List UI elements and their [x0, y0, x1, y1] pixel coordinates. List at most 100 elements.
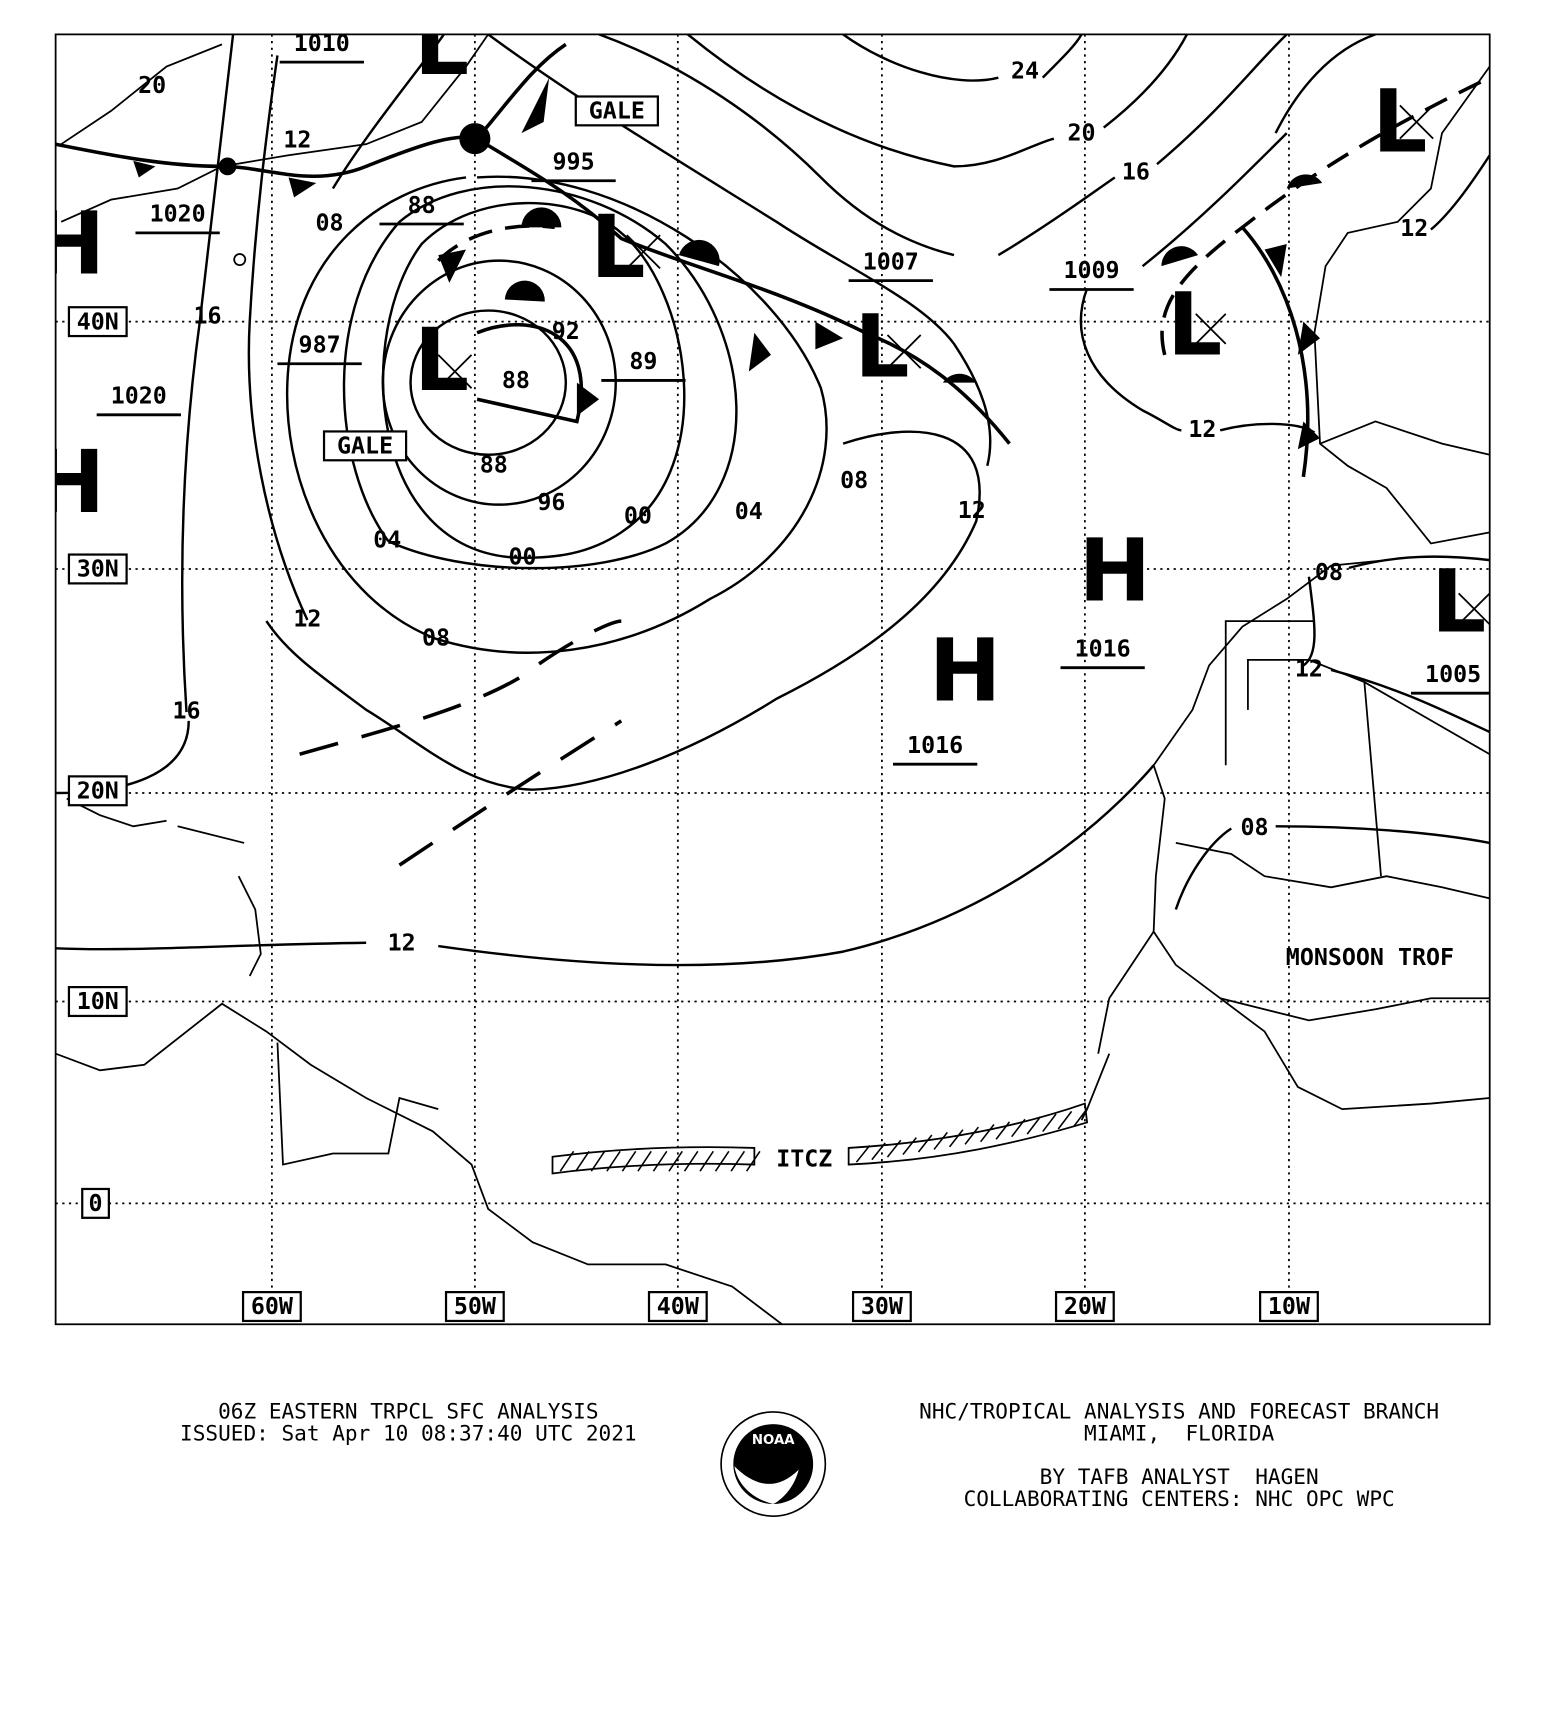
- latitude-label-box: [67, 986, 128, 1018]
- coastlines: [55, 34, 1490, 1325]
- longitude-label: 10W: [1268, 1293, 1311, 1320]
- high-pressure-center: H: [33, 433, 105, 533]
- itcz-hatch: [1026, 1116, 1042, 1135]
- isobar-label: 20: [138, 72, 166, 99]
- central-pressure-value: 88: [408, 192, 436, 219]
- itcz-hatch: [948, 1129, 964, 1148]
- isobars: [55, 34, 1490, 967]
- isobar-label: 08: [316, 210, 344, 237]
- isobar-label: 92: [552, 318, 580, 345]
- monsoon-trough-label: MONSOON TROF: [1286, 944, 1454, 971]
- longitude-label-box: [1054, 1291, 1115, 1323]
- isobar-label: 12: [1400, 215, 1428, 242]
- isobar-label: 16: [172, 698, 200, 725]
- latitude-label-box: [81, 1187, 110, 1219]
- longitude-label: 60W: [251, 1293, 294, 1320]
- low-pressure-center: L: [1372, 72, 1427, 172]
- high-pressure-center: H: [33, 194, 105, 294]
- central-pressure-value: 1005: [1425, 661, 1481, 688]
- low-pressure-center: L: [414, 0, 469, 95]
- latitude-label-box: [67, 553, 128, 585]
- latitude-label: 0: [89, 1190, 103, 1217]
- issued-time: ISSUED: Sat Apr 10 08:37:40 UTC 2021: [180, 1421, 637, 1446]
- longitude-label-box: [647, 1291, 708, 1323]
- central-pressure-value: 1010: [294, 30, 350, 57]
- itcz-hatch: [917, 1134, 933, 1153]
- low-pressure-center: L: [414, 311, 469, 411]
- longitude-label-box: [444, 1291, 505, 1323]
- isobar-label: 12: [958, 497, 986, 524]
- longitude-label: 30W: [861, 1293, 904, 1320]
- central-pressure-value: 1016: [1075, 635, 1131, 662]
- itcz-hatch: [1042, 1113, 1057, 1133]
- itcz-hatch: [606, 1150, 621, 1172]
- itcz-hatch: [652, 1150, 668, 1172]
- itcz-hatch: [1073, 1108, 1088, 1127]
- agency-name: NHC/TROPICAL ANALYSIS AND FORECAST BRANC…: [919, 1399, 1439, 1424]
- itcz-hatch: [1011, 1118, 1026, 1138]
- center-markers: [233, 104, 1490, 626]
- latitude-label: 40N: [77, 308, 119, 335]
- isobar-label: 88: [502, 367, 530, 394]
- itcz-hatch: [995, 1121, 1011, 1140]
- high-pressure-center: H: [1079, 522, 1151, 622]
- gale-warning: GALE: [589, 98, 645, 125]
- itcz-hatch: [575, 1150, 590, 1172]
- isobar-label: 12: [283, 126, 311, 153]
- isobar-label: 88: [480, 451, 508, 478]
- longitude-label-box: [851, 1291, 912, 1323]
- central-pressure-value: 89: [629, 348, 657, 375]
- itcz-hatch: [871, 1142, 886, 1161]
- noaa-logo: NOAA: [720, 1411, 827, 1517]
- longitude-label-box: [1259, 1291, 1319, 1323]
- low-pressure-center: L: [1167, 275, 1222, 375]
- itcz-hatch: [699, 1150, 714, 1172]
- itcz-hatch: [1057, 1110, 1073, 1130]
- isobar-label: 24: [1011, 58, 1039, 85]
- itcz-hatch: [668, 1150, 683, 1172]
- map-footer: 06Z EASTERN TRPCL SFC ANALYSIS ISSUED: S…: [180, 1399, 1439, 1517]
- itcz-band: [551, 1102, 1089, 1175]
- isobar-label: 00: [509, 543, 537, 570]
- noaa-logo-text: NOAA: [752, 1433, 795, 1448]
- gale-warning-box: [574, 95, 659, 127]
- itcz-hatch: [933, 1131, 948, 1150]
- longitude-label-box: [241, 1291, 302, 1323]
- latitude-label: 20N: [77, 777, 119, 804]
- itcz-hatch: [559, 1150, 575, 1172]
- longitude-label: 20W: [1064, 1293, 1107, 1320]
- collaborating-centers: COLLABORATING CENTERS: NHC OPC WPC: [964, 1486, 1395, 1511]
- high-pressure-center: H: [929, 621, 1001, 721]
- gale-warning: GALE: [337, 432, 393, 459]
- isobar-label: 16: [1122, 159, 1150, 186]
- analyst-name: BY TAFB ANALYST HAGEN: [1040, 1464, 1319, 1489]
- isobar-label: 00: [624, 502, 652, 529]
- latitude-label: 30N: [77, 556, 119, 583]
- central-pressure-value: 1020: [111, 383, 167, 410]
- itcz-hatch: [637, 1150, 652, 1172]
- itcz-hatch: [902, 1137, 917, 1156]
- itcz-hatch: [980, 1124, 995, 1143]
- itcz-hatch: [621, 1150, 637, 1172]
- isobar-label: 08: [1241, 814, 1269, 841]
- fronts: [55, 42, 1490, 867]
- isobar-label: 08: [840, 467, 868, 494]
- isobar-label: 12: [1188, 416, 1216, 443]
- isobar-label: 12: [293, 605, 321, 632]
- isobar-label: 04: [735, 498, 763, 525]
- isobar-label: 20: [1068, 120, 1096, 147]
- central-pressure-value: 987: [299, 332, 341, 359]
- isobar-label: 96: [537, 489, 565, 516]
- itcz-hatch: [855, 1145, 871, 1163]
- isobar-label: 08: [1315, 559, 1343, 586]
- latitude-label: 10N: [77, 988, 119, 1015]
- itcz-hatch: [683, 1150, 699, 1172]
- itcz-hatch: [714, 1150, 730, 1172]
- itcz-hatch: [886, 1139, 902, 1158]
- isobar-label: 04: [373, 527, 401, 554]
- itcz-label: ITCZ: [776, 1146, 832, 1173]
- isobar-label: 16: [194, 303, 222, 330]
- gale-warning-box: [322, 430, 408, 462]
